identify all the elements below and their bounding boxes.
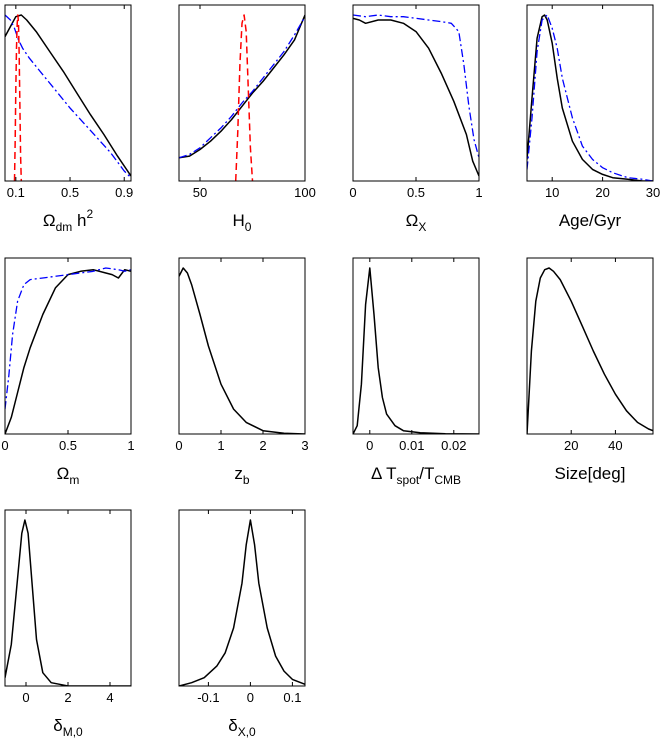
x-tick-label: 10 [545,185,559,200]
x-axis-label: Δ Tspot/TCMB [371,464,461,487]
x-tick-label: 0.9 [115,185,133,200]
axes-frame [526,4,654,182]
x-axis-label: Age/Gyr [559,211,622,230]
x-tick-label: -0.1 [197,690,219,705]
curve-solid [527,267,653,434]
panel-3: 0 0.5 1 ΩX [349,4,483,234]
x-axis-label: Size[deg] [555,464,626,483]
curve-solid [5,519,131,686]
x-tick-label: 20 [595,185,609,200]
panel-4: 10 20 30 Age/Gyr [526,4,660,230]
x-tick-label: 0.01 [399,438,424,453]
x-axis-label: H0 [233,211,252,234]
x-tick-label: 0 [349,185,356,200]
panel-5: 0 0.5 1 Ωm [1,257,135,487]
curve-dashed [13,14,23,181]
curve-dashdot [179,16,305,159]
x-tick-label: 4 [106,690,113,705]
x-tick-label: 0.5 [59,438,77,453]
curve-solid [527,14,653,181]
x-tick-label: 40 [608,438,622,453]
axes-frame [4,4,132,182]
x-tick-label: 0 [366,438,373,453]
curve-dashed [234,14,254,181]
x-tick-label: 0 [22,690,29,705]
x-axis-label: ΩX [406,211,427,234]
curve-dashdot [527,14,653,181]
axes-frame [352,257,480,435]
x-tick-label: 2 [64,690,71,705]
x-tick-label: 2 [259,438,266,453]
x-axis-label: Ωdm h2 [43,207,94,234]
axes-frame [178,509,306,687]
x-axis-label: Ωm [57,464,80,487]
curve-solid [5,268,131,434]
x-tick-label: 100 [294,185,316,200]
x-tick-label: 1 [217,438,224,453]
axes-frame [4,257,132,435]
panel-7: 0 0.01 0.02 Δ Tspot/TCMB [352,257,480,487]
axes-frame [4,509,132,687]
axes-frame [178,4,306,182]
x-tick-label: 30 [646,185,660,200]
x-tick-label: 3 [301,438,308,453]
x-axis-label: zb [234,464,250,487]
x-axis-label: δX,0 [228,716,256,739]
curve-dashdot [353,14,479,158]
curve-solid [179,267,305,434]
x-tick-label: 0 [1,438,8,453]
curve-solid [179,519,305,686]
curve-dashdot [5,267,131,410]
curve-solid [179,14,305,159]
x-tick-label: 0.02 [441,438,466,453]
panel-8: 20 40 Size[deg] [526,257,654,483]
x-tick-label: 0.1 [283,690,301,705]
panel-9: 0 2 4 δM,0 [4,509,132,739]
x-tick-label: 50 [193,185,207,200]
curve-solid [353,17,479,177]
x-tick-label: 0 [247,690,254,705]
curve-solid [353,267,479,434]
x-axis-label: δM,0 [53,716,83,739]
x-tick-label: 1 [127,438,134,453]
panel-2: 50 100 H0 [178,4,316,234]
panel-6: 0 1 2 3 zb [175,257,309,487]
axes-frame [178,257,306,435]
curve-solid [5,14,131,177]
panel-1: 0.1 0.5 0.9 Ωdm h2 [4,4,133,234]
axes-frame [526,257,654,435]
x-tick-label: 0.1 [7,185,25,200]
x-tick-label: 20 [564,438,578,453]
x-tick-label: 1 [475,185,482,200]
x-tick-label: 0 [175,438,182,453]
x-tick-label: 0.5 [61,185,79,200]
panel-10: -0.1 0 0.1 δX,0 [178,509,306,739]
curve-dashdot [5,14,131,179]
x-tick-label: 0.5 [407,185,425,200]
